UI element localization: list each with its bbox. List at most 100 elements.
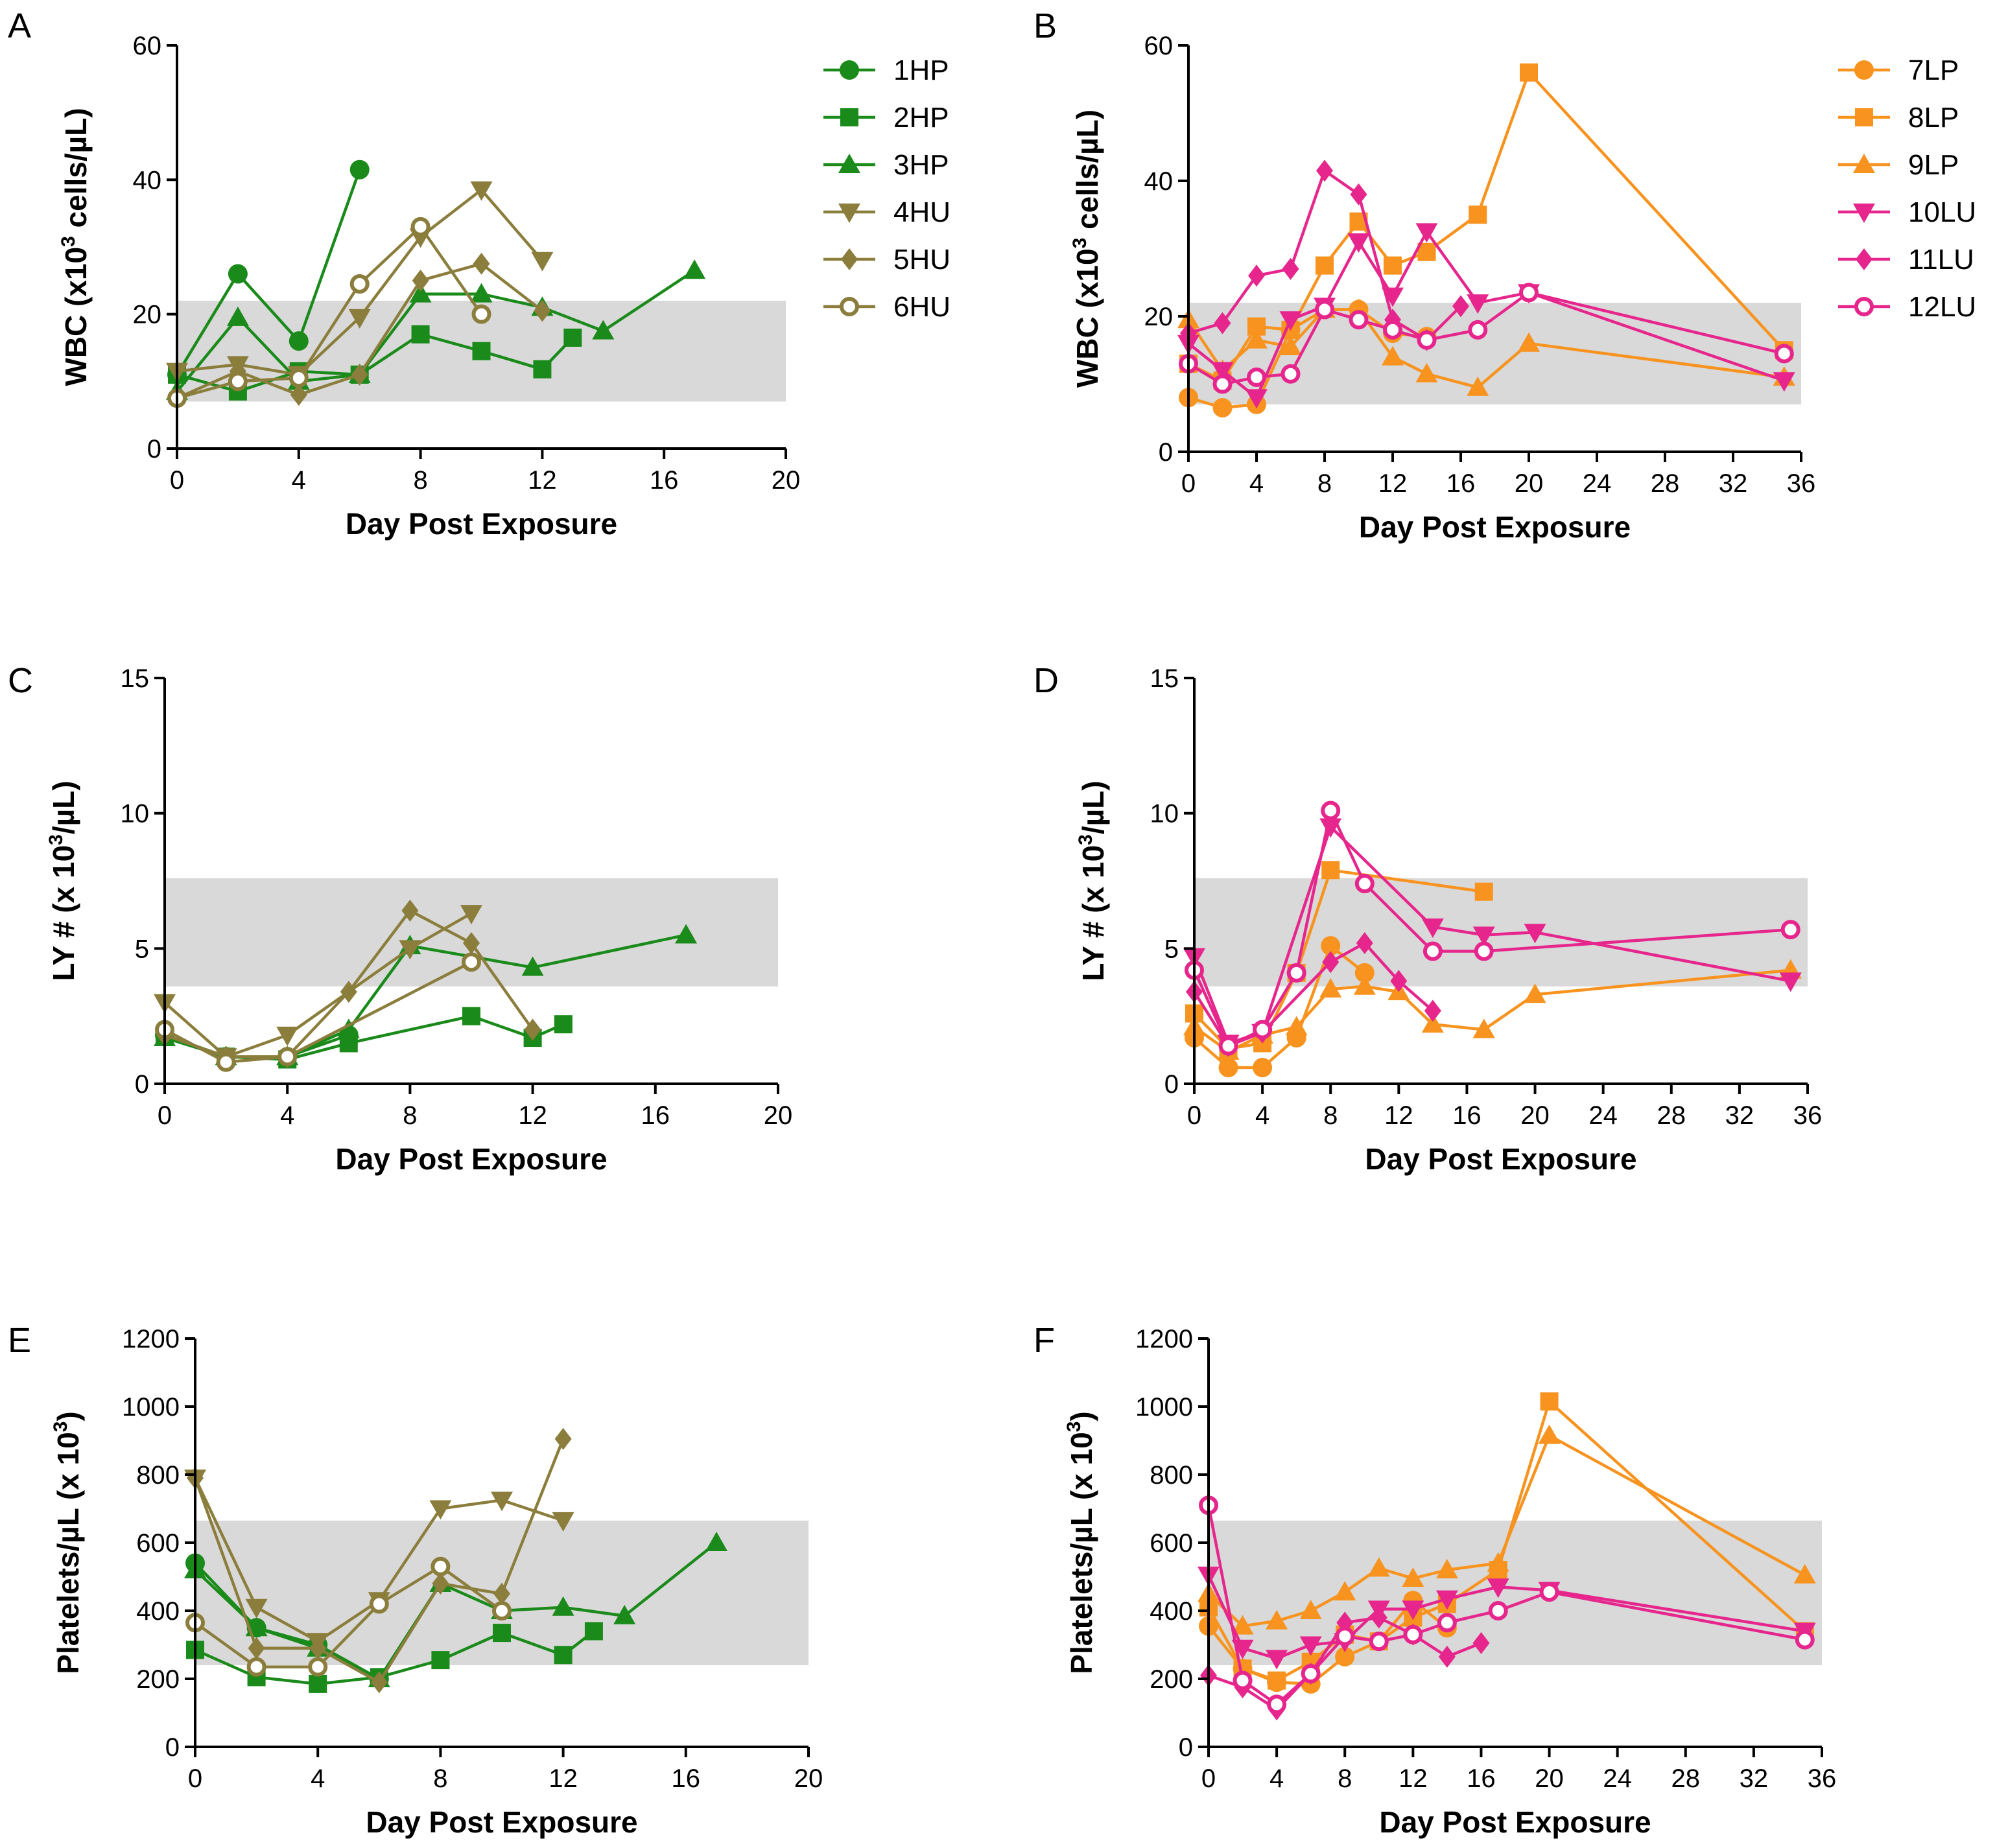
- panel-f-y-axis-title-part1: Platelets/µL (x 10: [1065, 1432, 1098, 1674]
- panel-b-point-10lu-7: [1415, 223, 1438, 243]
- panel-d-point-7lp-1: [1218, 1057, 1238, 1077]
- panel-c-point-6hu-2: [277, 1047, 298, 1067]
- panel-e-y-axis-title: Platelets/µL (x 103): [50, 1411, 85, 1674]
- panel-b-point-11lu-4: [1316, 159, 1333, 182]
- panel-a-point-1hp-1: [228, 264, 248, 284]
- panel-d-x-tick-label: 4: [1255, 1101, 1269, 1130]
- panel-b-legend-label-11lu: 11LU: [1908, 244, 1974, 275]
- panel-c-x-tick-label: 0: [158, 1101, 172, 1130]
- panel-a-y-tick-label: 40: [133, 166, 162, 194]
- panel-a-point-4hu-6: [531, 251, 554, 272]
- panel-c-line-6hu: [163, 961, 473, 1064]
- panel-b-y-tick-label: 40: [1144, 167, 1174, 196]
- panel-d-x-axis-title: Day Post Exposure: [1365, 1142, 1636, 1176]
- panel-b-y-axis-title-part2: cells/µL): [1070, 110, 1104, 238]
- panel-d-y-tick-label: 10: [1150, 800, 1179, 828]
- panel-e-x-tick-label: 8: [433, 1764, 447, 1793]
- panel-d-point-7lp-5: [1354, 963, 1375, 983]
- panel-b-x-tick-label: 32: [1719, 469, 1748, 498]
- panel-c-y-axis-title-part2: /µL): [47, 780, 80, 834]
- panel-b-x-tick-label: 12: [1378, 469, 1408, 498]
- panel-e-x-tick-label: 12: [549, 1764, 578, 1793]
- panel-d-point-10lu-4: [1421, 918, 1444, 938]
- panel-a-legend-marker-3hp: [838, 154, 860, 173]
- panel-a-point-1hp-3: [349, 159, 370, 180]
- panel-b-x-tick-label: 28: [1651, 469, 1680, 498]
- panel-d-y-axis-title: LY # (x 103/µL): [1075, 780, 1110, 981]
- panel-d-y-axis-title-part2: /µL): [1076, 780, 1110, 834]
- panel-e-y-tick-label: 1200: [122, 1325, 180, 1353]
- panel-a-legend-marker-2hp: [840, 108, 858, 126]
- panel-b-point-10lu-1: [1211, 362, 1234, 382]
- panel-a-point-3hp-8: [683, 259, 706, 279]
- panel-f-point-12lu-9: [1539, 1582, 1559, 1602]
- panel-b-point-12lu-9: [1519, 283, 1539, 303]
- panel-d-point-8lp-4: [1321, 861, 1340, 880]
- panel-c-x-axis-title: Day Post Exposure: [335, 1142, 607, 1176]
- panel-b-x-tick-label: 8: [1317, 469, 1332, 498]
- panel-b-point-8lp-4: [1316, 256, 1334, 275]
- panel-f-x-axis-title: Day Post Exposure: [1379, 1805, 1651, 1839]
- panel-f-point-12lu-4: [1335, 1626, 1355, 1646]
- panel-c-point-5hu-4: [401, 899, 419, 922]
- panel-c-point-5hu-6: [524, 1018, 541, 1041]
- panel-d-y-axis-title-superscript: 3: [1075, 834, 1096, 845]
- panel-e-x-axis-title: Day Post Exposure: [366, 1805, 637, 1839]
- panel-e-line-6hu: [194, 1565, 503, 1668]
- panel-d-y-axis-title-part1: LY # (x 10: [1076, 845, 1110, 981]
- panel-d-point-12lu-7: [1474, 941, 1494, 961]
- panel-f-point-9lp-8: [1487, 1552, 1509, 1572]
- panel-f-point-10lu-2: [1266, 1650, 1288, 1670]
- panel-a-y-tick-label: 60: [133, 32, 162, 60]
- panel-d-x-tick-label: 8: [1323, 1101, 1338, 1130]
- panel-d-y-tick-label: 0: [1164, 1070, 1179, 1099]
- panel-e-x-tick-label: 16: [672, 1764, 701, 1793]
- panel-e-point-5hu-1: [248, 1637, 265, 1659]
- panel-a-point-3hp-5: [470, 283, 493, 303]
- panel-a-legend-label-1hp: 1HP: [893, 54, 949, 86]
- panel-b-point-11lu-2: [1248, 264, 1265, 287]
- panel-a-line-1hp: [176, 169, 361, 376]
- panel-f-point-8lp-9: [1540, 1392, 1559, 1411]
- panel-b-point-12lu-10: [1774, 344, 1794, 364]
- panel-b-point-12lu-4: [1315, 299, 1334, 320]
- panel-f-y-axis-title: Platelets/µL (x 103): [1063, 1411, 1098, 1674]
- panel-b-legend-label-9lp: 9LP: [1908, 149, 1959, 181]
- panel-d-point-12lu-5: [1354, 874, 1375, 894]
- panel-a-y-axis-title-part1: WBC (x10: [59, 247, 93, 386]
- panel-e-x-tick-label: 0: [188, 1764, 202, 1793]
- panel-d-point-12lu-4: [1321, 801, 1341, 821]
- panel-f-x-tick-label: 12: [1399, 1764, 1428, 1793]
- panel-a-point-4hu-5: [470, 181, 493, 201]
- panel-b-point-11lu-5: [1350, 183, 1367, 205]
- panel-c-point-5hu-3: [340, 981, 357, 1003]
- panel-b-y-axis-title-superscript: 3: [1069, 238, 1091, 249]
- panel-a-x-tick-label: 16: [650, 466, 679, 495]
- panel-d-point-9lp-9: [1524, 983, 1546, 1003]
- panel-b-x-tick-label: 0: [1181, 469, 1196, 498]
- panel-a-legend-label-6hu: 6HU: [893, 291, 950, 323]
- panel-f-y-tick-label: 200: [1150, 1665, 1193, 1694]
- panel-b-point-12lu-2: [1247, 368, 1266, 388]
- panel-a-point-4hu-3: [348, 309, 371, 329]
- panel-f-x-tick-label: 20: [1535, 1764, 1564, 1793]
- panel-f-x-tick-label: 24: [1603, 1764, 1632, 1793]
- panel-d-point-12lu-1: [1218, 1036, 1238, 1056]
- panel-f-x-tick-label: 32: [1740, 1764, 1769, 1793]
- panel-a-x-tick-label: 12: [528, 466, 557, 495]
- panel-f-point-7lp-4: [1335, 1646, 1355, 1667]
- panel-d-x-tick-label: 12: [1384, 1101, 1413, 1130]
- panel-f-point-8lp-2: [1268, 1671, 1286, 1690]
- panel-e-point-4hu-4: [429, 1500, 452, 1520]
- panel-d-point-9lp-7: [1421, 1013, 1444, 1033]
- panel-f-y-axis-title-part2: ): [1065, 1411, 1098, 1421]
- panel-d: D 0 4 8 12 16 20 24 28 32 36 0 5 10 15 Day Post Exposur…: [1033, 661, 1822, 1176]
- panel-c-series-6hu: [155, 952, 481, 1072]
- panel-b-point-10lu-2: [1245, 389, 1268, 409]
- panel-f-y-tick-label: 800: [1150, 1461, 1193, 1490]
- panel-a-point-3hp-1: [226, 306, 249, 326]
- panel-c-point-4hu-3: [399, 940, 421, 960]
- panel-b-point-10lu-8: [1467, 294, 1489, 314]
- panel-d-point-9lp-8: [1472, 1018, 1495, 1038]
